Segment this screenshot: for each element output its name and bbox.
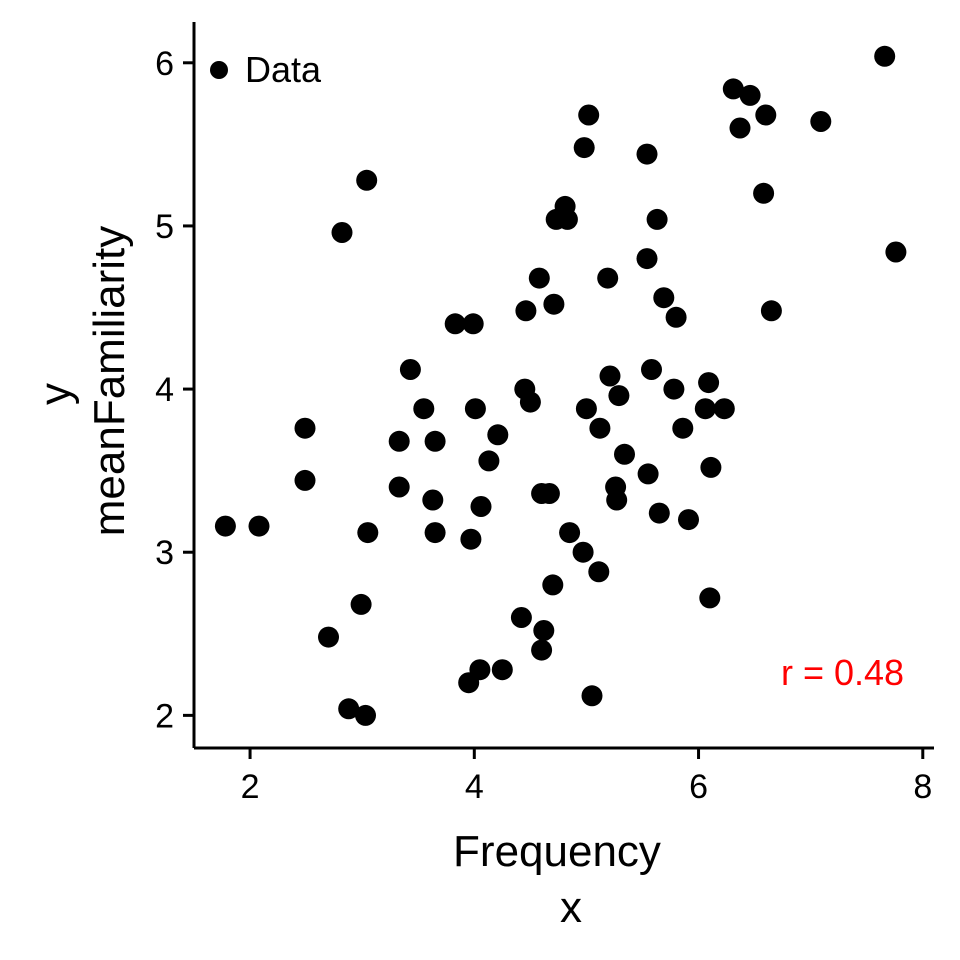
legend: Data <box>210 49 322 90</box>
x-tick-label: 2 <box>241 768 260 806</box>
data-point <box>573 137 595 159</box>
data-point <box>637 463 659 485</box>
y-tick-label: 3 <box>155 534 174 572</box>
data-point <box>538 483 560 504</box>
data-point <box>519 391 541 413</box>
data-point <box>722 78 744 100</box>
data-point <box>653 287 675 309</box>
y-tick-label: 4 <box>155 371 174 409</box>
data-point <box>578 104 600 126</box>
data-point <box>713 398 735 420</box>
data-point <box>641 359 662 380</box>
data-point <box>478 450 500 472</box>
y-tick-label: 5 <box>155 208 174 246</box>
data-point <box>874 45 896 67</box>
data-point <box>462 313 484 335</box>
y-tick-label: 2 <box>155 697 174 735</box>
legend-marker <box>210 61 228 79</box>
data-point <box>755 104 777 126</box>
data-point <box>422 489 444 511</box>
data-point <box>581 685 603 707</box>
data-point <box>575 398 597 420</box>
data-point <box>597 267 619 289</box>
data-point <box>356 169 378 191</box>
x-axis-title: Frequency <box>453 827 661 876</box>
data-point <box>331 222 353 243</box>
data-point <box>636 248 658 270</box>
data-point <box>885 241 907 263</box>
data-point <box>469 659 491 681</box>
data-point <box>753 182 775 204</box>
data-point <box>531 639 553 661</box>
data-point <box>608 385 630 407</box>
x-tick-label: 8 <box>913 768 932 806</box>
data-point <box>543 293 565 315</box>
data-point <box>542 574 564 596</box>
data-point <box>678 509 699 531</box>
y-axis-ticks: 2 3 4 5 6 <box>155 45 194 735</box>
data-point <box>700 456 722 478</box>
data-point <box>599 365 621 387</box>
correlation-annotation: r = 0.48 <box>781 652 904 693</box>
data-point <box>533 620 555 641</box>
x-tick-label: 4 <box>465 768 484 806</box>
data-point <box>510 607 532 628</box>
data-point <box>636 143 658 165</box>
data-point <box>424 522 446 544</box>
data-point <box>424 430 446 452</box>
data-point <box>694 398 716 420</box>
data-point <box>572 541 594 563</box>
data-point <box>388 430 410 452</box>
data-point <box>528 267 550 289</box>
data-point <box>357 522 379 544</box>
data-point <box>760 300 782 322</box>
legend-label: Data <box>245 49 322 90</box>
y-axis-title: meanFamiliarity <box>85 226 134 537</box>
data-point <box>350 593 372 615</box>
data-points <box>214 45 907 726</box>
data-point <box>413 398 435 420</box>
data-point <box>338 698 360 720</box>
data-point <box>646 208 668 230</box>
data-point <box>606 489 628 511</box>
data-point <box>810 111 832 132</box>
data-point <box>739 84 761 106</box>
data-point <box>559 522 581 544</box>
data-point <box>464 398 486 420</box>
data-point <box>470 496 492 517</box>
data-point <box>491 659 513 681</box>
data-point <box>699 587 721 609</box>
data-point <box>388 476 410 498</box>
data-point <box>515 300 537 322</box>
data-point <box>460 528 482 550</box>
data-point <box>648 502 670 524</box>
x-tick-label: 6 <box>689 768 708 806</box>
data-point <box>214 515 236 537</box>
data-point <box>318 626 339 648</box>
data-point <box>665 306 687 328</box>
data-point <box>556 208 578 230</box>
data-point <box>294 469 316 491</box>
data-point <box>729 117 751 139</box>
data-point <box>294 417 316 439</box>
y-axis-variable: y <box>31 383 80 405</box>
data-point <box>487 424 509 446</box>
y-tick-label: 6 <box>155 45 174 83</box>
data-point <box>588 561 610 583</box>
data-point <box>663 378 685 400</box>
data-point <box>248 515 270 537</box>
data-point <box>355 704 376 726</box>
data-point <box>698 372 720 394</box>
x-axis-variable: x <box>560 883 582 932</box>
data-point <box>614 443 635 465</box>
x-axis-ticks: 2 4 6 8 <box>241 748 932 806</box>
data-point <box>444 313 466 335</box>
data-point <box>589 417 611 439</box>
data-point <box>399 359 421 380</box>
data-point <box>672 417 694 439</box>
